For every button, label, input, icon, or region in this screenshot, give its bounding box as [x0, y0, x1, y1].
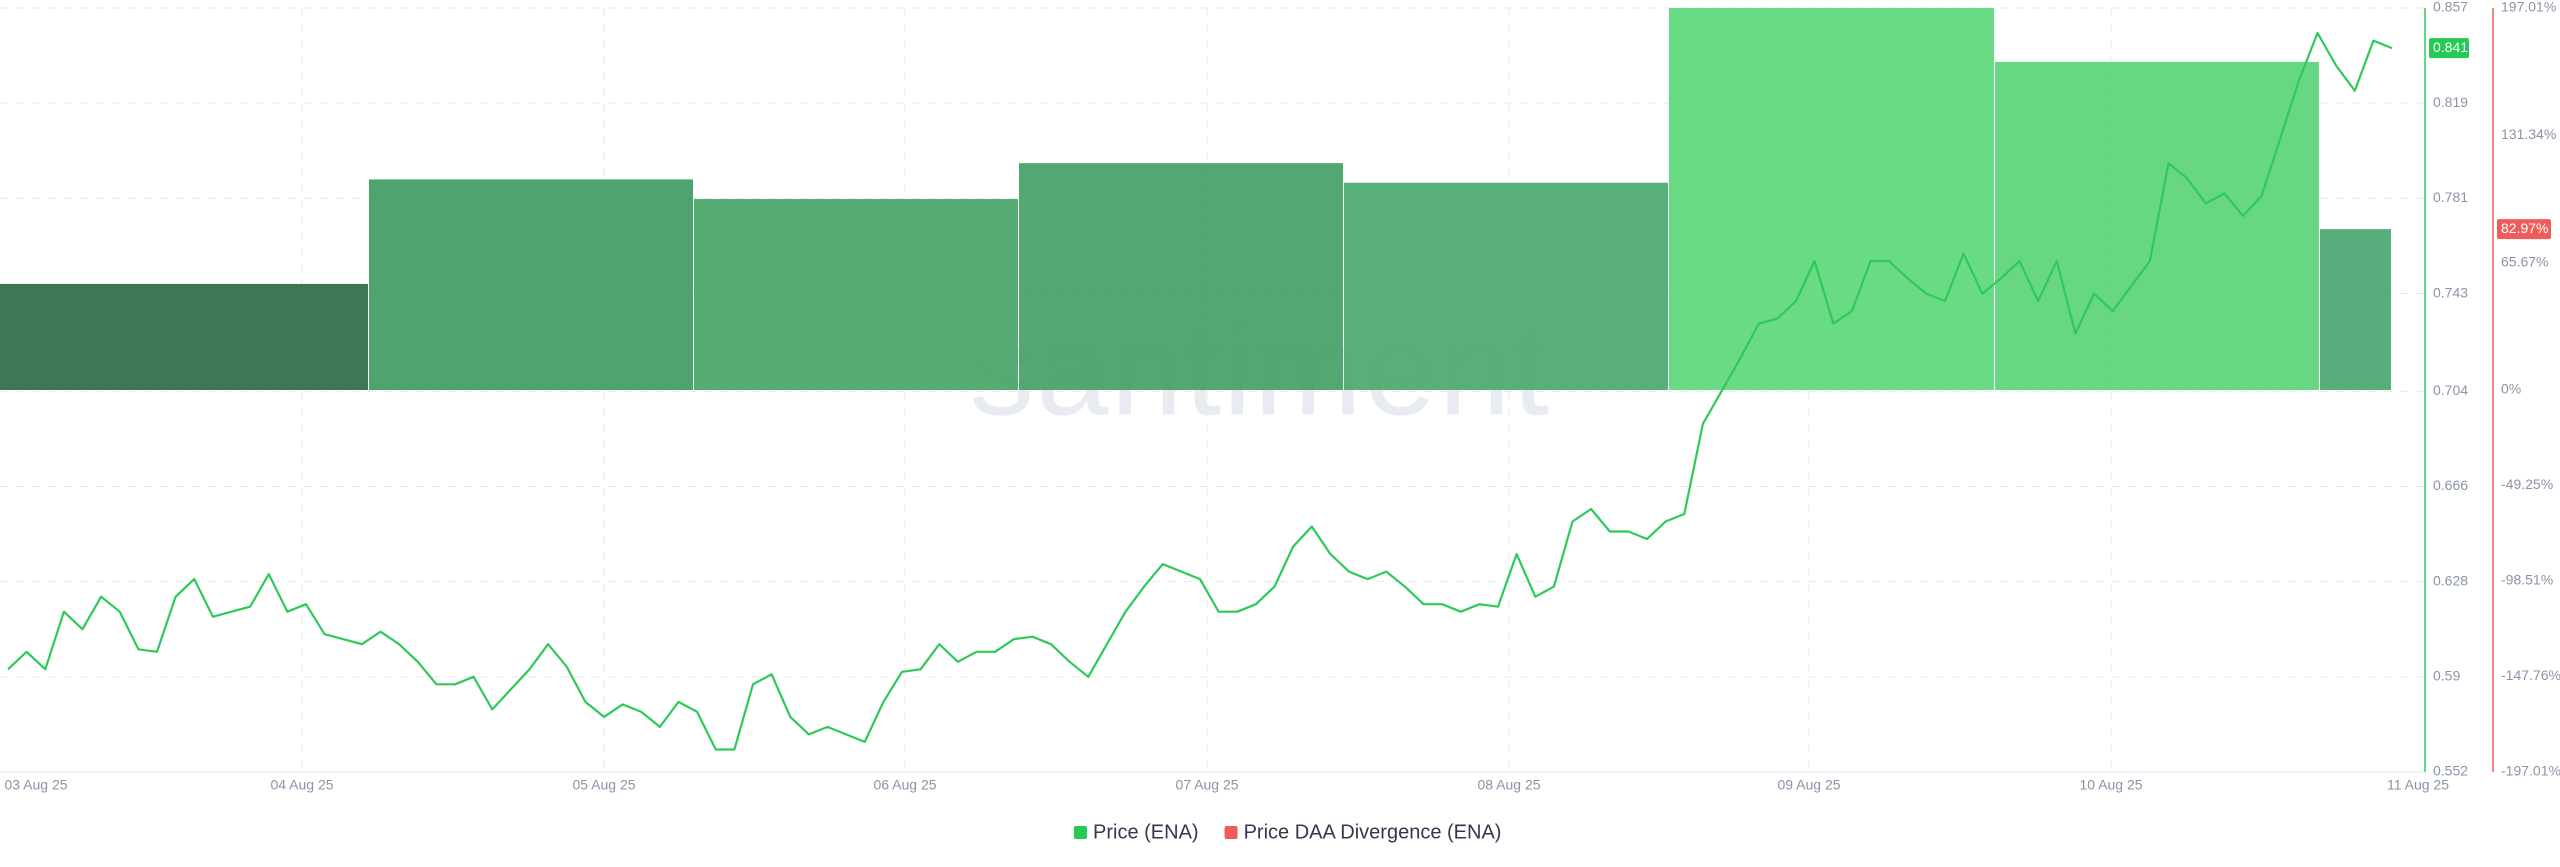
x-tick-label: 04 Aug 25 [270, 777, 333, 793]
y2-tick-label: -147.76% [2501, 667, 2560, 683]
y2-tick-label: 0% [2501, 381, 2521, 397]
legend-swatch [1224, 826, 1238, 839]
x-tick-label: 03 Aug 25 [4, 777, 67, 793]
y2-tick-label: 65.67% [2501, 253, 2548, 269]
divergence-bar [694, 199, 1018, 390]
divergence-tag [2497, 219, 2551, 240]
x-tick-label: 10 Aug 25 [2079, 777, 2142, 793]
divergence-bar [2320, 229, 2391, 390]
divergence-tag-label: 82.97% [2501, 220, 2548, 236]
y-tick-label: 0.743 [2433, 284, 2468, 300]
divergence-bar [1019, 163, 1343, 390]
y-tick-label: 0.857 [2433, 0, 2468, 15]
y-tick-label: 0.628 [2433, 572, 2468, 588]
legend: Price (ENA) Price DAA Divergence (ENA) [1074, 821, 1501, 843]
y2-tick-label: -49.25% [2501, 476, 2553, 492]
divergence-bar [369, 179, 693, 390]
divergence-bar [0, 283, 368, 390]
y2-tick-label: 197.01% [2501, 0, 2556, 15]
y-tick-label: 0.819 [2433, 94, 2468, 110]
legend-label: Price DAA Divergence (ENA) [1244, 821, 1502, 843]
y2-tick-label: 131.34% [2501, 126, 2556, 142]
price-tag-label: 0.841 [2433, 39, 2468, 55]
y-tick-label: 0.781 [2433, 189, 2468, 205]
x-tick-label: 09 Aug 25 [1777, 777, 1840, 793]
x-tick-label: 07 Aug 25 [1175, 777, 1238, 793]
x-tick-label: 06 Aug 25 [873, 777, 936, 793]
legend-label: Price (ENA) [1093, 821, 1199, 843]
price-line [7, 31, 2393, 751]
y2-tick-label: -98.51% [2501, 572, 2553, 588]
price-tag [2429, 38, 2469, 59]
x-tick-label: 05 Aug 25 [572, 777, 635, 793]
divergence-bar [1344, 182, 1668, 390]
y-tick-label: 0.59 [2433, 668, 2460, 684]
x-tick-label: 08 Aug 25 [1477, 777, 1540, 793]
divergence-bar [1669, 8, 1994, 391]
y-tick-label: 0.704 [2433, 382, 2468, 398]
y-tick-label: 0.552 [2433, 763, 2468, 779]
y-tick-label: 0.666 [2433, 477, 2468, 493]
legend-swatch [1074, 826, 1087, 839]
x-tick-label: 11 Aug 25 [2387, 777, 2449, 793]
y2-tick-label: -197.01% [2501, 763, 2560, 779]
